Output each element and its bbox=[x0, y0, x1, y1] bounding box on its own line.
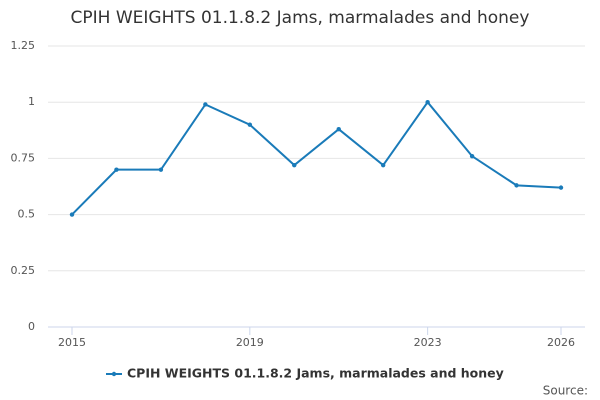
y-tick-label: 0 bbox=[28, 320, 35, 333]
legend-symbol bbox=[111, 371, 117, 377]
x-tick-label: 2015 bbox=[58, 336, 86, 349]
y-tick-label: 1.25 bbox=[11, 39, 36, 52]
point bbox=[425, 100, 430, 105]
y-tick-label: 0.5 bbox=[18, 208, 36, 221]
point bbox=[69, 212, 75, 217]
point bbox=[158, 167, 164, 172]
point bbox=[558, 185, 564, 190]
point bbox=[203, 102, 208, 107]
point bbox=[292, 162, 297, 168]
y-tick-label: 0.25 bbox=[11, 264, 36, 277]
x-tick-label: 2026 bbox=[547, 336, 575, 349]
point bbox=[247, 122, 253, 127]
source: Source: bbox=[543, 384, 588, 398]
x-tick-label: 2019 bbox=[236, 336, 264, 349]
point bbox=[469, 153, 475, 159]
legend-label: CPIH WEIGHTS 01.1.8.2 Jams, marmalades a… bbox=[127, 366, 504, 381]
line bbox=[71, 100, 562, 216]
point bbox=[114, 167, 119, 172]
chart-title: CPIH WEIGHTS 01.1.8.2 Jams, marmalades a… bbox=[71, 8, 530, 28]
y-tick-label: 1 bbox=[28, 95, 35, 108]
y-tick-label: 0.75 bbox=[11, 151, 36, 164]
point bbox=[514, 183, 519, 188]
point bbox=[336, 126, 341, 132]
x-tick-label: 2023 bbox=[414, 336, 442, 349]
point bbox=[380, 162, 386, 168]
